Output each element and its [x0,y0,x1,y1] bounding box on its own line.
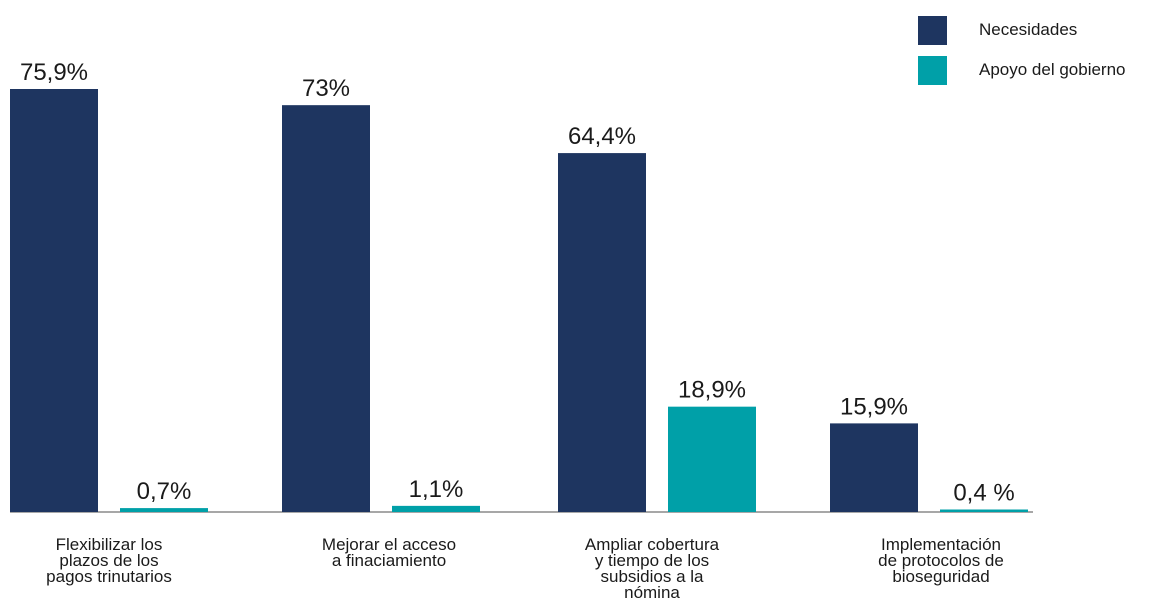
data-label: 0,4 % [953,480,1014,507]
data-label: 64,4% [568,123,636,150]
bar-apoyo-1 [392,505,480,512]
legend-item-necesidades: Necesidades [918,10,1126,50]
category-label-2: Ampliar cobertura y tiempo de los subsidio… [585,535,720,602]
data-label: 15,9% [840,393,908,420]
data-label: 18,9% [678,377,746,404]
bar-necesidades-3 [830,423,918,512]
legend-label-apoyo: Apoyo del gobierno [979,60,1126,79]
data-label: 1,1% [409,476,464,503]
category-label-3: Implementación de protocolos de biosegurid… [878,535,1004,586]
data-label: 75,9% [20,59,88,86]
data-label: 73% [302,75,350,102]
bar-apoyo-0 [120,508,208,512]
legend-swatch-necesidades [918,15,947,45]
legend-swatch-apoyo [918,55,947,85]
bar-apoyo-2 [668,406,756,512]
legend-item-apoyo: Apoyo del gobierno [918,50,1126,90]
bar-apoyo-3 [940,509,1028,512]
category-label-0: Flexibilizar los plazos de los pagos trinu… [46,535,172,586]
legend-label-necesidades: Necesidades [979,20,1078,39]
bar-necesidades-2 [558,153,646,512]
category-label-1: Mejorar el acceso a finaciamiento [322,535,456,570]
bar-necesidades-1 [282,105,370,513]
bar-necesidades-0 [10,89,98,512]
legend: Necesidades Apoyo del gobierno [918,10,1126,90]
data-label: 0,7% [137,478,192,505]
